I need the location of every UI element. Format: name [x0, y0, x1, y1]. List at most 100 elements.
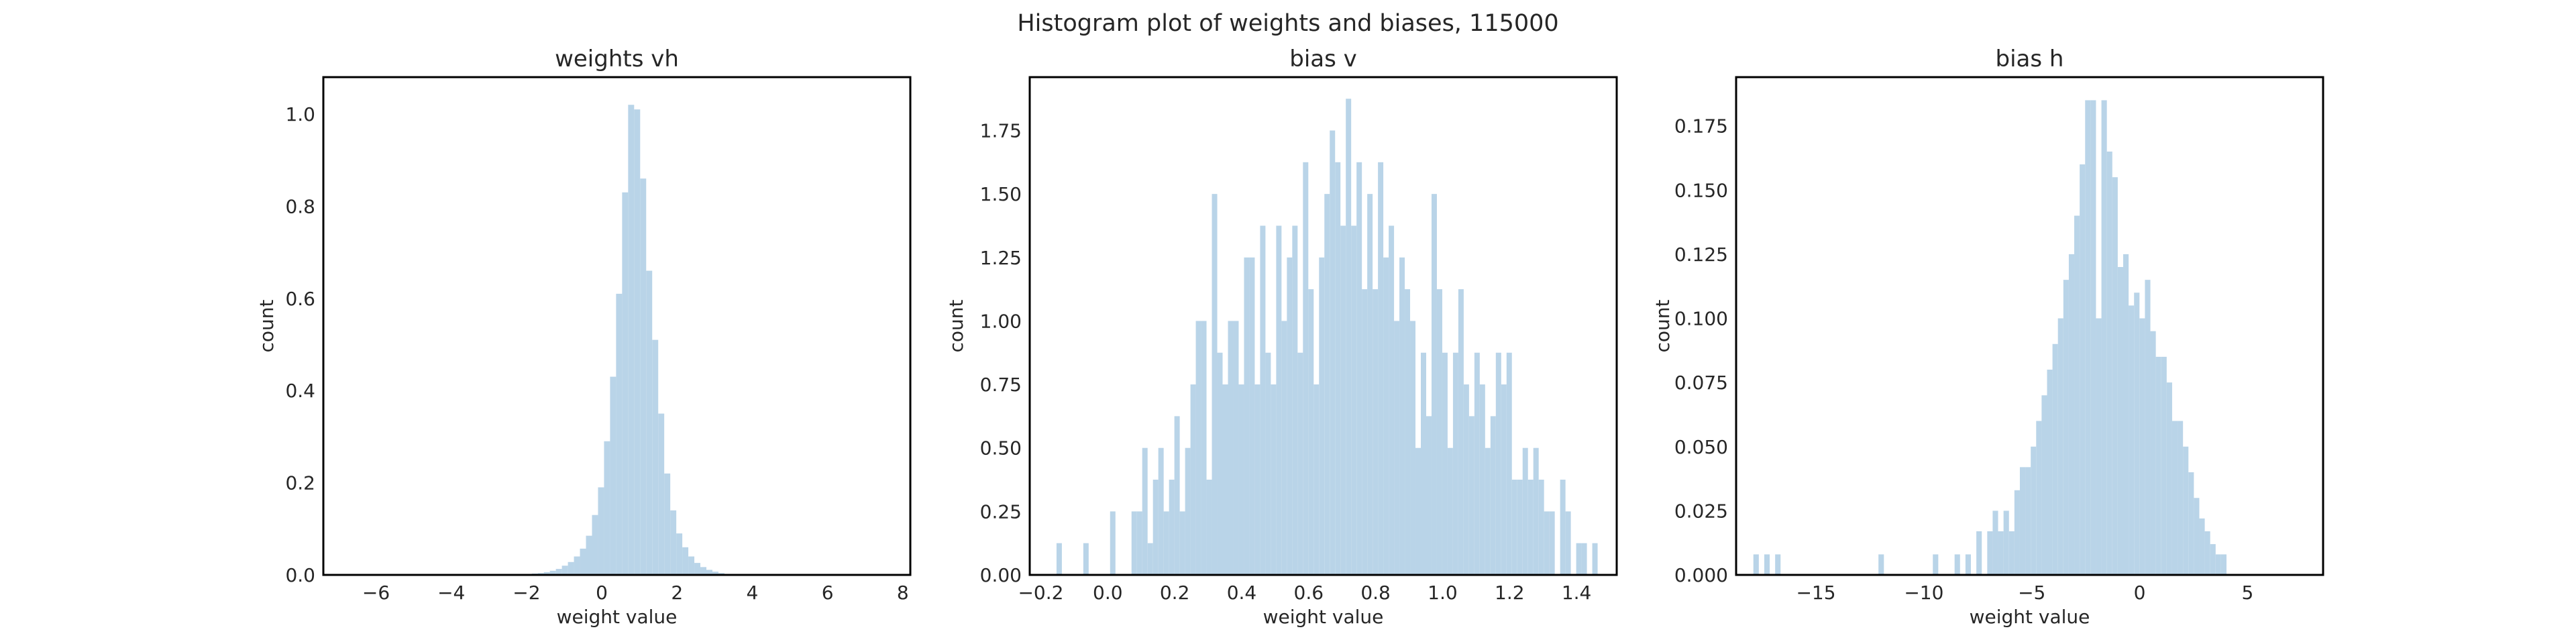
y-tick-label: 0.025 [1674, 500, 1728, 522]
histogram-bar [2036, 421, 2042, 575]
histogram-bar [1330, 130, 1336, 575]
y-tick-label: 0.25 [980, 500, 1022, 523]
histogram-bar [1933, 554, 1939, 575]
histogram-bar [2150, 331, 2156, 575]
y-axis-label: count [256, 299, 278, 352]
histogram-bar [2090, 100, 2096, 576]
histogram-bar [2025, 467, 2031, 575]
histogram-bar [2204, 531, 2210, 575]
plot-frame [1735, 76, 2324, 576]
histogram-bar [1313, 384, 1320, 575]
histogram-bar [1367, 194, 1373, 576]
histogram-bar [2096, 318, 2102, 575]
x-tick-label: 0.0 [1093, 582, 1123, 604]
histogram-bar [1485, 447, 1491, 575]
figure-title: Histogram plot of weights and biases, 11… [1017, 10, 1558, 37]
histogram-bar [1592, 543, 1598, 575]
histogram-bar [1201, 321, 1207, 575]
histogram-bar [1185, 447, 1191, 575]
y-tick-label: 0.000 [1674, 564, 1728, 586]
histogram-panel-2: −0.2 0.0 0.2 0.4 0.6 0.8 1.0 1.2 1.4 0.00 0.25 0.50… [945, 46, 1618, 628]
histogram-bar [1389, 225, 1395, 575]
histogram-bar [1362, 289, 1368, 575]
histogram-bar [574, 556, 580, 575]
histogram-bar [1206, 480, 1212, 575]
histogram-bar [1281, 321, 1287, 575]
x-tick-label: 2 [671, 582, 683, 604]
histogram-bars [1056, 99, 1598, 576]
histogram-bar [712, 572, 718, 575]
x-axis-label: weight value [1263, 606, 1384, 628]
y-tick-label: 0.75 [980, 374, 1022, 396]
histogram-bar [622, 192, 629, 575]
histogram-bar [1501, 384, 1507, 575]
x-tick-label: 0 [596, 582, 608, 604]
y-tick-label: 0.50 [980, 437, 1022, 460]
y-axis-label: count [945, 299, 967, 352]
histogram-bar [1560, 480, 1566, 575]
x-tick-label: 1.4 [1562, 582, 1592, 604]
histogram-bar [2188, 472, 2194, 575]
histogram-bar [2166, 382, 2172, 575]
histogram-bar [1373, 289, 1379, 575]
histogram-bar [1217, 352, 1223, 575]
x-tick-label: −5 [2018, 582, 2045, 604]
histogram-bar [1297, 352, 1303, 575]
histogram-bar [586, 535, 592, 575]
histogram-bar [1319, 257, 1325, 575]
y-tick-label: 1.75 [980, 120, 1022, 142]
histogram-bar [1195, 321, 1201, 575]
histogram-bars [531, 105, 731, 575]
histogram-bar [1276, 225, 1282, 575]
histogram-bar [1533, 447, 1539, 575]
histogram-bar [1992, 511, 1998, 575]
histogram-bar [2031, 446, 2037, 575]
histogram-bar [1565, 511, 1571, 575]
histogram-bar [1260, 225, 1266, 575]
histogram-bar [2183, 446, 2189, 575]
histogram-bar [1452, 352, 1458, 575]
histogram-bar [1292, 225, 1298, 575]
histogram-bar [2085, 100, 2091, 576]
histogram-bar [1399, 257, 1405, 575]
histogram-bar [1324, 194, 1330, 576]
histogram-bar [1142, 447, 1148, 575]
histogram-bar [2106, 151, 2112, 575]
histogram-bar [610, 376, 616, 575]
histogram-bar [1169, 480, 1175, 575]
y-tick-label: 0.050 [1674, 436, 1728, 458]
histogram-bar [634, 109, 641, 575]
histogram-bar [1351, 225, 1357, 575]
histogram-bar [1356, 162, 1362, 576]
x-tick-label: 5 [2241, 582, 2253, 604]
histogram-bar [2014, 490, 2020, 575]
y-tick-label: 1.0 [285, 103, 315, 125]
histogram-bar [670, 510, 677, 575]
histogram-bar [1495, 352, 1501, 575]
histogram-bar [1394, 321, 1400, 575]
histogram-bar [1174, 416, 1180, 575]
y-tick-label: 0.125 [1674, 244, 1728, 266]
histogram-bar [1340, 225, 1346, 575]
histogram-bar [1527, 480, 1534, 575]
histogram-bar [640, 178, 647, 575]
histogram-bar [2112, 177, 2118, 576]
histogram-bar [1158, 447, 1164, 575]
histogram-bar [1110, 511, 1116, 575]
histogram-bar [2215, 554, 2221, 575]
y-axis-label: count [1652, 299, 1674, 352]
x-tick-label: 6 [822, 582, 834, 604]
y-tick-label: 0.6 [285, 288, 315, 310]
histogram-bar [592, 515, 598, 575]
histogram-bar [1190, 384, 1196, 575]
histogram-bar [1998, 531, 2004, 575]
x-tick-label: −10 [1904, 582, 1943, 604]
histogram-bar [580, 548, 586, 575]
histogram-bar [1222, 384, 1228, 575]
histogram-bar [1421, 352, 1426, 575]
histogram-bar [2123, 254, 2129, 575]
histogram-bar [555, 569, 562, 575]
histogram-bar [543, 572, 550, 575]
plot-frame [1028, 76, 1618, 576]
